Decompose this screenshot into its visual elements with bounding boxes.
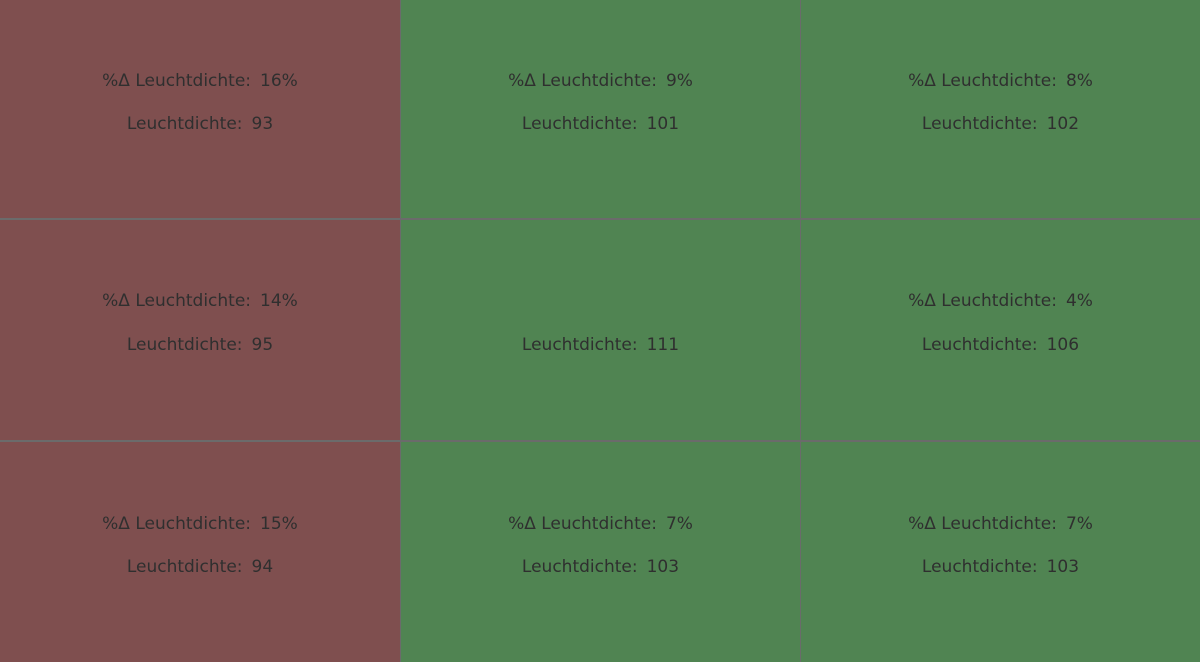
delta-value: 16% <box>260 71 298 91</box>
delta-luminance-reading: %Δ Leuchtdichte: 7% <box>401 514 800 534</box>
luminance-reading: Leuchtdichte: 103 <box>801 557 1200 577</box>
delta-luminance-reading: %Δ Leuchtdichte: 9% <box>401 71 800 91</box>
delta-value: 7% <box>1065 514 1093 534</box>
luminance-reading: Leuchtdichte: 101 <box>401 114 800 134</box>
delta-label: %Δ Leuchtdichte: <box>102 71 252 91</box>
delta-luminance-reading: %Δ Leuchtdichte: 7% <box>801 514 1200 534</box>
delta-value: 7% <box>665 514 693 534</box>
luminance-reading: Leuchtdichte: 102 <box>801 114 1200 134</box>
zone-middle-right: %Δ Leuchtdichte: 4% Leuchtdichte: 106 <box>801 220 1200 440</box>
zone-middle-left: %Δ Leuchtdichte: 14% Leuchtdichte: 95 <box>0 220 400 440</box>
delta-value: 8% <box>1065 71 1093 91</box>
zone-bottom-right: %Δ Leuchtdichte: 7% Leuchtdichte: 103 <box>801 442 1200 662</box>
luminance-label: Leuchtdichte: <box>126 335 243 355</box>
luminance-value: 106 <box>1046 335 1080 355</box>
delta-luminance-reading: %Δ Leuchtdichte: 14% <box>0 291 400 311</box>
delta-label: %Δ Leuchtdichte: <box>102 291 252 311</box>
luminance-value: 94 <box>251 557 274 577</box>
luminance-label: Leuchtdichte: <box>921 114 1038 134</box>
luminance-label: Leuchtdichte: <box>921 335 1038 355</box>
luminance-reading: Leuchtdichte: 94 <box>0 557 400 577</box>
luminance-value: 103 <box>1046 557 1080 577</box>
luminance-reading: Leuchtdichte: 95 <box>0 335 400 355</box>
luminance-reading: Leuchtdichte: 93 <box>0 114 400 134</box>
delta-label: %Δ Leuchtdichte: <box>908 71 1057 91</box>
zone-top-right: %Δ Leuchtdichte: 8% Leuchtdichte: 102 <box>801 0 1200 218</box>
zone-center-reference: Leuchtdichte: 111 <box>401 220 800 440</box>
delta-value: 4% <box>1065 291 1093 311</box>
luminance-value: 103 <box>646 557 680 577</box>
luminance-label: Leuchtdichte: <box>521 335 638 355</box>
luminance-reading: Leuchtdichte: 103 <box>401 557 800 577</box>
luminance-value: 102 <box>1046 114 1080 134</box>
luminance-label: Leuchtdichte: <box>521 114 638 134</box>
delta-label: %Δ Leuchtdichte: <box>508 514 657 534</box>
zone-top-center: %Δ Leuchtdichte: 9% Leuchtdichte: 101 <box>401 0 800 218</box>
luminance-reading: Leuchtdichte: 111 <box>401 335 800 355</box>
zone-bottom-center: %Δ Leuchtdichte: 7% Leuchtdichte: 103 <box>401 442 800 662</box>
delta-luminance-reading: %Δ Leuchtdichte: 16% <box>0 71 400 91</box>
zone-top-left: %Δ Leuchtdichte: 16% Leuchtdichte: 93 <box>0 0 400 218</box>
luminance-label: Leuchtdichte: <box>126 557 243 577</box>
delta-luminance-reading: %Δ Leuchtdichte: 15% <box>0 514 400 534</box>
delta-value: 15% <box>260 514 298 534</box>
delta-luminance-reading: %Δ Leuchtdichte: 4% <box>801 291 1200 311</box>
delta-luminance-reading: %Δ Leuchtdichte: 8% <box>801 71 1200 91</box>
luminance-label: Leuchtdichte: <box>126 114 243 134</box>
luminance-value: 93 <box>251 114 274 134</box>
delta-value: 9% <box>665 71 693 91</box>
luminance-value: 95 <box>251 335 274 355</box>
delta-label: %Δ Leuchtdichte: <box>908 291 1057 311</box>
delta-label: %Δ Leuchtdichte: <box>102 514 252 534</box>
delta-value: 14% <box>260 291 298 311</box>
zone-bottom-left: %Δ Leuchtdichte: 15% Leuchtdichte: 94 <box>0 442 400 662</box>
luminance-value: 101 <box>646 114 680 134</box>
luminance-label: Leuchtdichte: <box>921 557 1038 577</box>
luminance-value: 111 <box>646 335 680 355</box>
delta-label: %Δ Leuchtdichte: <box>908 514 1057 534</box>
luminance-reading: Leuchtdichte: 106 <box>801 335 1200 355</box>
luminance-label: Leuchtdichte: <box>521 557 638 577</box>
delta-label: %Δ Leuchtdichte: <box>508 71 657 91</box>
